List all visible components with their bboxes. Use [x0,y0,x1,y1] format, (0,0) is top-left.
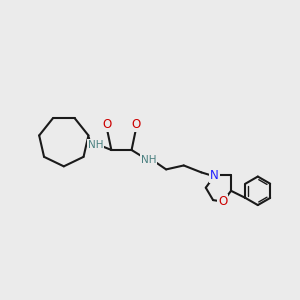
Text: O: O [218,195,227,208]
Text: NH: NH [88,140,104,150]
Text: N: N [210,169,219,182]
Text: NH: NH [141,154,156,164]
Text: O: O [131,118,141,130]
Text: O: O [102,118,112,130]
Text: N: N [210,169,219,182]
